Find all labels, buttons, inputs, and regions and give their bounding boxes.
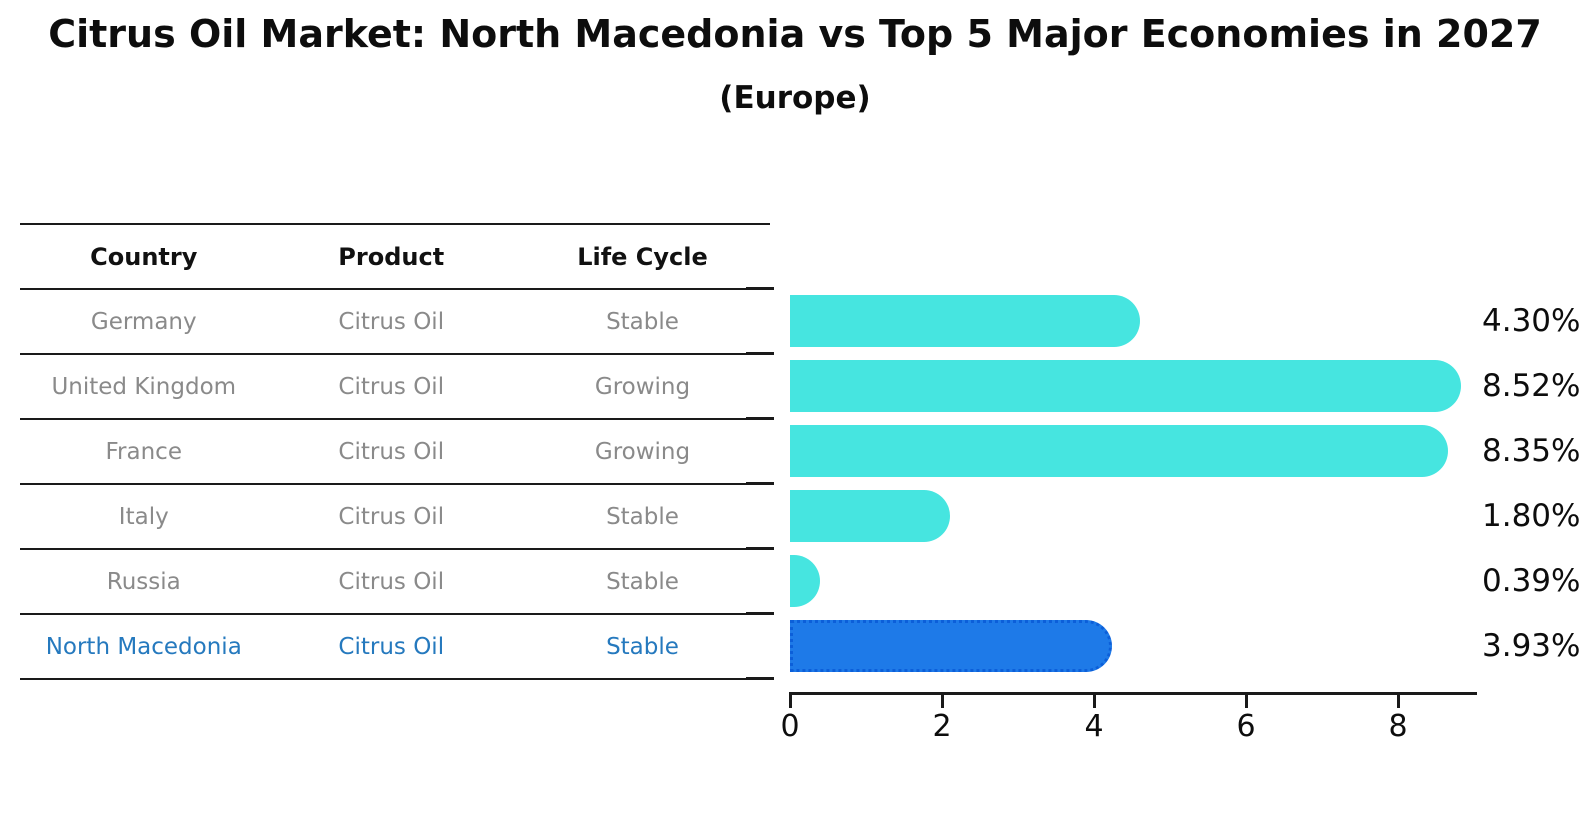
x-tick-mark xyxy=(1396,695,1400,708)
bar-italy xyxy=(790,490,950,542)
cell-life-cycle: Stable xyxy=(606,503,679,530)
x-tick-mark xyxy=(1244,695,1248,708)
cell-life-cycle: Growing xyxy=(594,373,691,400)
column-header-product: Product xyxy=(338,242,445,271)
cell-country: North Macedonia xyxy=(45,633,242,660)
y-tick-mark xyxy=(746,416,774,420)
bar-row-germany xyxy=(790,288,1480,353)
x-tick-mark xyxy=(1092,695,1096,708)
table-header-row: Country Product Life Cycle xyxy=(20,223,770,288)
value-labels: 4.30% 8.52% 8.35% 1.80% 0.39% 3.93% xyxy=(1482,288,1590,678)
cell-product: Citrus Oil xyxy=(338,438,445,465)
table-row-united-kingdom: United Kingdom Citrus Oil Growing xyxy=(20,353,770,418)
column-header-country: Country xyxy=(90,242,198,271)
cell-life-cycle: Stable xyxy=(606,308,679,335)
cell-country: France xyxy=(105,438,182,465)
cell-product: Citrus Oil xyxy=(338,503,445,530)
cell-product: Citrus Oil xyxy=(338,373,445,400)
x-tick-label-0: 0 xyxy=(780,709,800,744)
cell-product: Citrus Oil xyxy=(338,308,445,335)
table-body: Germany Citrus Oil Stable United Kingdom Cit… xyxy=(20,288,770,678)
cell-life-cycle: Stable xyxy=(606,568,679,595)
value-label-germany: 4.30% xyxy=(1482,302,1581,339)
bar-row-united-kingdom xyxy=(790,353,1480,418)
table-row-north-macedonia: North Macedonia Citrus Oil Stable xyxy=(20,613,770,678)
cell-country: Russia xyxy=(106,568,181,595)
value-label-north-macedonia: 3.93% xyxy=(1482,627,1581,664)
x-axis: 0 2 4 6 8 xyxy=(780,692,1477,744)
x-tick-mark xyxy=(788,695,792,708)
x-tick-mark xyxy=(940,695,944,708)
x-tick-label-6: 6 xyxy=(1236,709,1256,744)
value-label-russia: 0.39% xyxy=(1482,562,1581,599)
table-row-france: France Citrus Oil Growing xyxy=(20,418,770,483)
y-tick-mark xyxy=(746,546,774,550)
bar-france xyxy=(790,425,1448,477)
x-tick-label-8: 8 xyxy=(1388,709,1408,744)
value-label-italy: 1.80% xyxy=(1482,497,1581,534)
table-row-italy: Italy Citrus Oil Stable xyxy=(20,483,770,548)
cell-life-cycle: Stable xyxy=(606,633,679,660)
bar-united-kingdom xyxy=(790,360,1461,412)
value-label-united-kingdom: 8.52% xyxy=(1482,367,1581,404)
bar-row-russia xyxy=(790,548,1480,613)
cell-country: United Kingdom xyxy=(51,373,237,400)
cell-product: Citrus Oil xyxy=(338,633,445,660)
column-header-life-cycle: Life Cycle xyxy=(577,242,708,271)
cell-life-cycle: Growing xyxy=(594,438,691,465)
bar-germany xyxy=(790,295,1140,347)
table-row-russia: Russia Citrus Oil Stable xyxy=(20,548,770,613)
chart-subtitle: (Europe) xyxy=(719,80,871,116)
bar-row-france xyxy=(790,418,1480,483)
table-row-germany: Germany Citrus Oil Stable xyxy=(20,288,770,353)
value-label-france: 8.35% xyxy=(1482,432,1581,469)
bar-row-italy xyxy=(790,483,1480,548)
cell-product: Citrus Oil xyxy=(338,568,445,595)
cell-country: Italy xyxy=(118,503,169,530)
x-tick-label-2: 2 xyxy=(932,709,952,744)
y-axis-ticks xyxy=(746,286,774,680)
chart-title: Citrus Oil Market: North Macedonia vs To… xyxy=(48,12,1542,56)
bar-russia xyxy=(790,555,820,607)
y-tick-mark xyxy=(746,286,774,290)
cell-country: Germany xyxy=(90,308,197,335)
y-tick-mark xyxy=(746,481,774,485)
y-tick-mark xyxy=(746,351,774,355)
bar-row-north-macedonia xyxy=(790,613,1480,678)
y-tick-mark xyxy=(746,676,774,680)
bar-plot-area xyxy=(790,288,1480,678)
y-tick-mark xyxy=(746,611,774,615)
x-tick-label-4: 4 xyxy=(1084,709,1104,744)
highlighted-bar-north-macedonia xyxy=(790,620,1112,672)
country-table: Country Product Life Cycle Germany Citrus… xyxy=(20,223,770,680)
